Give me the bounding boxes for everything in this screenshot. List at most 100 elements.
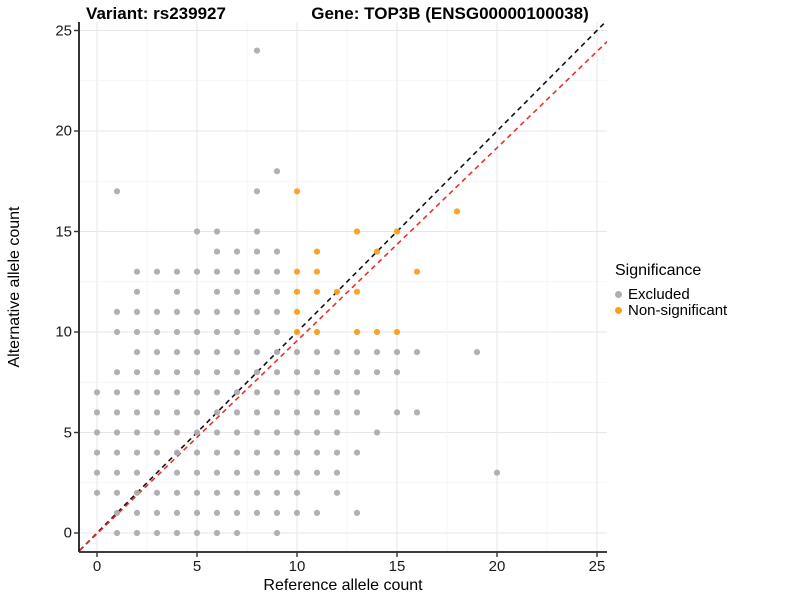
data-point-excluded (253, 369, 261, 376)
data-point-excluded (233, 509, 241, 516)
x-tick-label: 10 (288, 558, 306, 575)
data-point-excluded (233, 248, 241, 255)
data-point-excluded (233, 369, 241, 376)
data-point-excluded (233, 489, 241, 496)
legend-item-non-significant: Non-significant (615, 302, 727, 319)
x-tick-label: 25 (588, 558, 606, 575)
data-point-excluded (253, 47, 261, 54)
data-point-excluded (133, 308, 141, 315)
y-tick-label: 5 (63, 424, 72, 441)
y-tick-label: 25 (55, 22, 72, 39)
data-point-excluded (213, 349, 221, 356)
data-point-excluded (253, 288, 261, 295)
data-point-excluded (173, 469, 181, 476)
data-point-excluded (213, 469, 221, 476)
data-point-excluded (93, 489, 101, 496)
data-point-excluded (373, 349, 381, 356)
data-point-excluded (293, 389, 301, 396)
data-point-non-significant (373, 248, 381, 255)
data-point-excluded (233, 308, 241, 315)
x-tick-label: 15 (388, 558, 406, 575)
data-point-non-significant (313, 248, 321, 255)
data-point-excluded (333, 469, 341, 476)
data-point-excluded (313, 509, 321, 516)
data-point-non-significant (353, 228, 361, 235)
data-point-excluded (133, 529, 141, 537)
data-point-excluded (193, 228, 201, 235)
legend-title: Significance (615, 262, 702, 279)
x-tick-label: 20 (488, 558, 506, 575)
data-point-excluded (113, 308, 121, 315)
data-point-excluded (173, 268, 181, 275)
data-point-excluded (153, 449, 161, 456)
data-point-excluded (173, 308, 181, 315)
data-point-excluded (133, 469, 141, 476)
data-point-excluded (113, 449, 121, 456)
data-point-excluded (113, 328, 121, 336)
data-point-excluded (193, 349, 201, 356)
data-point-excluded (173, 509, 181, 516)
data-point-non-significant (313, 288, 321, 295)
data-point-excluded (133, 349, 141, 356)
data-point-excluded (333, 389, 341, 396)
data-point-excluded (193, 409, 201, 416)
plot-title-variant: Variant: rs239927 (86, 4, 226, 23)
reference-lines (79, 22, 607, 552)
data-point-excluded (133, 389, 141, 396)
data-point-excluded (293, 429, 301, 436)
y-tick-label: 0 (63, 524, 72, 542)
data-point-excluded (133, 288, 141, 295)
data-point-excluded (173, 328, 181, 336)
data-point-excluded (293, 409, 301, 416)
data-point-excluded (333, 449, 341, 456)
data-point-excluded (173, 529, 181, 537)
data-point-excluded (233, 288, 241, 295)
data-point-excluded (193, 489, 201, 496)
data-point-excluded (273, 268, 281, 275)
plot-title-gene: Gene: TOP3B (ENSG00000100038) (311, 4, 589, 23)
data-point-excluded (93, 469, 101, 476)
data-point-excluded (153, 409, 161, 416)
data-point-non-significant (293, 328, 301, 336)
data-point-excluded (293, 469, 301, 476)
data-point-excluded (113, 469, 121, 476)
data-point-excluded (233, 389, 241, 396)
data-point-excluded (193, 429, 201, 436)
data-point-non-significant (393, 228, 401, 235)
data-point-excluded (173, 288, 181, 295)
data-point-excluded (273, 288, 281, 295)
data-point-excluded (313, 409, 321, 416)
data-point-excluded (133, 429, 141, 436)
data-point-excluded (273, 489, 281, 496)
data-point-excluded (333, 429, 341, 436)
data-point-excluded (93, 389, 101, 396)
data-point-excluded (253, 228, 261, 235)
data-point-non-significant (313, 268, 321, 275)
data-point-excluded (193, 308, 201, 315)
data-point-excluded (213, 449, 221, 456)
data-point-excluded (213, 429, 221, 436)
data-point-excluded (113, 369, 121, 376)
data-point-excluded (213, 509, 221, 516)
data-point-excluded (273, 449, 281, 456)
x-axis-title: Reference allele count (263, 577, 423, 594)
data-point-excluded (193, 469, 201, 476)
data-point-excluded (473, 349, 481, 356)
data-point-excluded (353, 369, 361, 376)
data-point-excluded (273, 429, 281, 436)
data-point-excluded (173, 409, 181, 416)
data-point-excluded (173, 489, 181, 496)
data-point-non-significant (353, 328, 361, 336)
data-point-excluded (413, 349, 421, 356)
y-tick-label: 15 (55, 223, 72, 240)
data-point-excluded (133, 489, 141, 496)
data-point-excluded (133, 369, 141, 376)
data-point-excluded (133, 268, 141, 275)
y-axis-title: Alternative allele count (6, 206, 23, 368)
data-point-excluded (93, 409, 101, 416)
data-point-excluded (253, 509, 261, 516)
data-point-excluded (233, 449, 241, 456)
data-point-excluded (173, 349, 181, 356)
data-point-excluded (233, 349, 241, 356)
